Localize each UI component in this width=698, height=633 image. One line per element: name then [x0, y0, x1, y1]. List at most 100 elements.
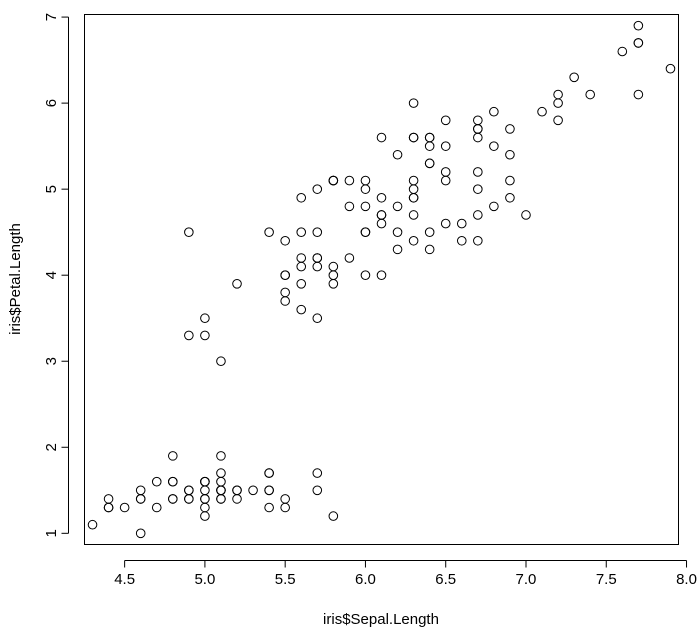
data-point — [505, 149, 515, 160]
data-point — [505, 124, 515, 134]
data-point — [296, 227, 307, 237]
data-point — [473, 124, 483, 134]
data-point — [456, 218, 467, 229]
data-point — [264, 502, 274, 513]
data-point — [184, 485, 194, 496]
data-point — [280, 287, 290, 298]
data-point — [200, 502, 210, 513]
data-point — [440, 218, 451, 229]
data-point — [360, 227, 371, 237]
data-point — [135, 494, 146, 504]
data-point — [216, 356, 226, 367]
data-point — [424, 132, 435, 143]
data-point — [264, 468, 274, 478]
data-point — [392, 201, 403, 212]
data-point — [135, 528, 146, 539]
data-point — [312, 261, 323, 272]
data-point — [344, 253, 355, 263]
data-point — [312, 227, 323, 237]
data-point — [360, 175, 371, 186]
data-point — [200, 511, 210, 521]
data-point — [473, 235, 483, 246]
data-point — [216, 485, 226, 496]
data-point — [280, 270, 290, 280]
data-point — [264, 227, 274, 237]
data-point — [232, 494, 242, 504]
x-axis-label: iris$Sepal.Length — [323, 611, 439, 628]
y-axis: 1 2 3 4 5 6 7 — [43, 13, 69, 537]
data-point — [392, 244, 403, 255]
data-point — [312, 253, 323, 263]
data-point — [633, 20, 644, 31]
data-point — [216, 476, 226, 487]
data-point — [312, 468, 323, 478]
data-point — [280, 494, 290, 504]
data-point — [489, 201, 499, 212]
x-tick-label: 5.0 — [194, 571, 215, 588]
data-point — [232, 485, 242, 496]
data-point — [408, 175, 419, 186]
y-axis-label: iris$Petal.Length — [7, 223, 24, 335]
data-point — [344, 175, 355, 186]
data-point — [376, 210, 387, 220]
data-point — [376, 132, 387, 143]
data-point — [216, 451, 226, 461]
data-point — [473, 210, 483, 220]
data-point — [408, 235, 419, 246]
data-point — [184, 227, 194, 237]
data-point — [216, 494, 226, 504]
data-point — [408, 210, 419, 220]
data-point — [376, 192, 387, 203]
data-point — [119, 502, 130, 513]
data-point — [569, 72, 579, 83]
y-tick-label: 3 — [43, 357, 60, 365]
data-point — [424, 244, 435, 255]
data-point — [312, 184, 323, 194]
data-point — [103, 494, 114, 504]
data-point — [521, 210, 531, 220]
data-point — [135, 485, 146, 496]
data-point — [151, 476, 162, 487]
data-point — [553, 115, 563, 126]
data-point — [473, 132, 483, 143]
data-point — [296, 304, 307, 315]
data-point — [408, 192, 419, 203]
data-point — [360, 270, 371, 280]
data-point — [440, 167, 451, 177]
data-point — [280, 235, 290, 246]
x-tick-label: 7.5 — [596, 571, 617, 588]
x-tick-label: 5.5 — [275, 571, 296, 588]
data-point — [312, 485, 323, 496]
data-point — [296, 279, 307, 289]
data-point — [296, 261, 307, 272]
data-point — [200, 485, 210, 496]
data-point — [264, 485, 274, 496]
data-point — [232, 279, 242, 289]
data-point — [280, 502, 290, 513]
data-point — [553, 89, 563, 100]
data-point — [537, 106, 547, 117]
data-point — [200, 313, 210, 324]
y-tick-label: 7 — [43, 13, 60, 21]
data-point — [633, 89, 644, 100]
data-point — [328, 511, 339, 521]
data-point — [473, 184, 483, 194]
data-point — [553, 98, 563, 108]
plot-frame — [84, 14, 679, 545]
data-point — [376, 218, 387, 229]
data-point — [200, 494, 210, 504]
data-point — [489, 106, 499, 117]
data-point — [473, 167, 483, 177]
data-point — [184, 330, 194, 341]
data-point — [312, 313, 323, 324]
data-point — [200, 476, 210, 487]
data-point — [216, 468, 226, 478]
data-point — [360, 201, 371, 212]
data-point — [505, 175, 515, 186]
data-point — [296, 253, 307, 263]
y-tick-label: 1 — [43, 529, 60, 537]
y-tick-label: 2 — [43, 443, 60, 451]
data-point — [376, 270, 387, 280]
data-point — [344, 201, 355, 212]
